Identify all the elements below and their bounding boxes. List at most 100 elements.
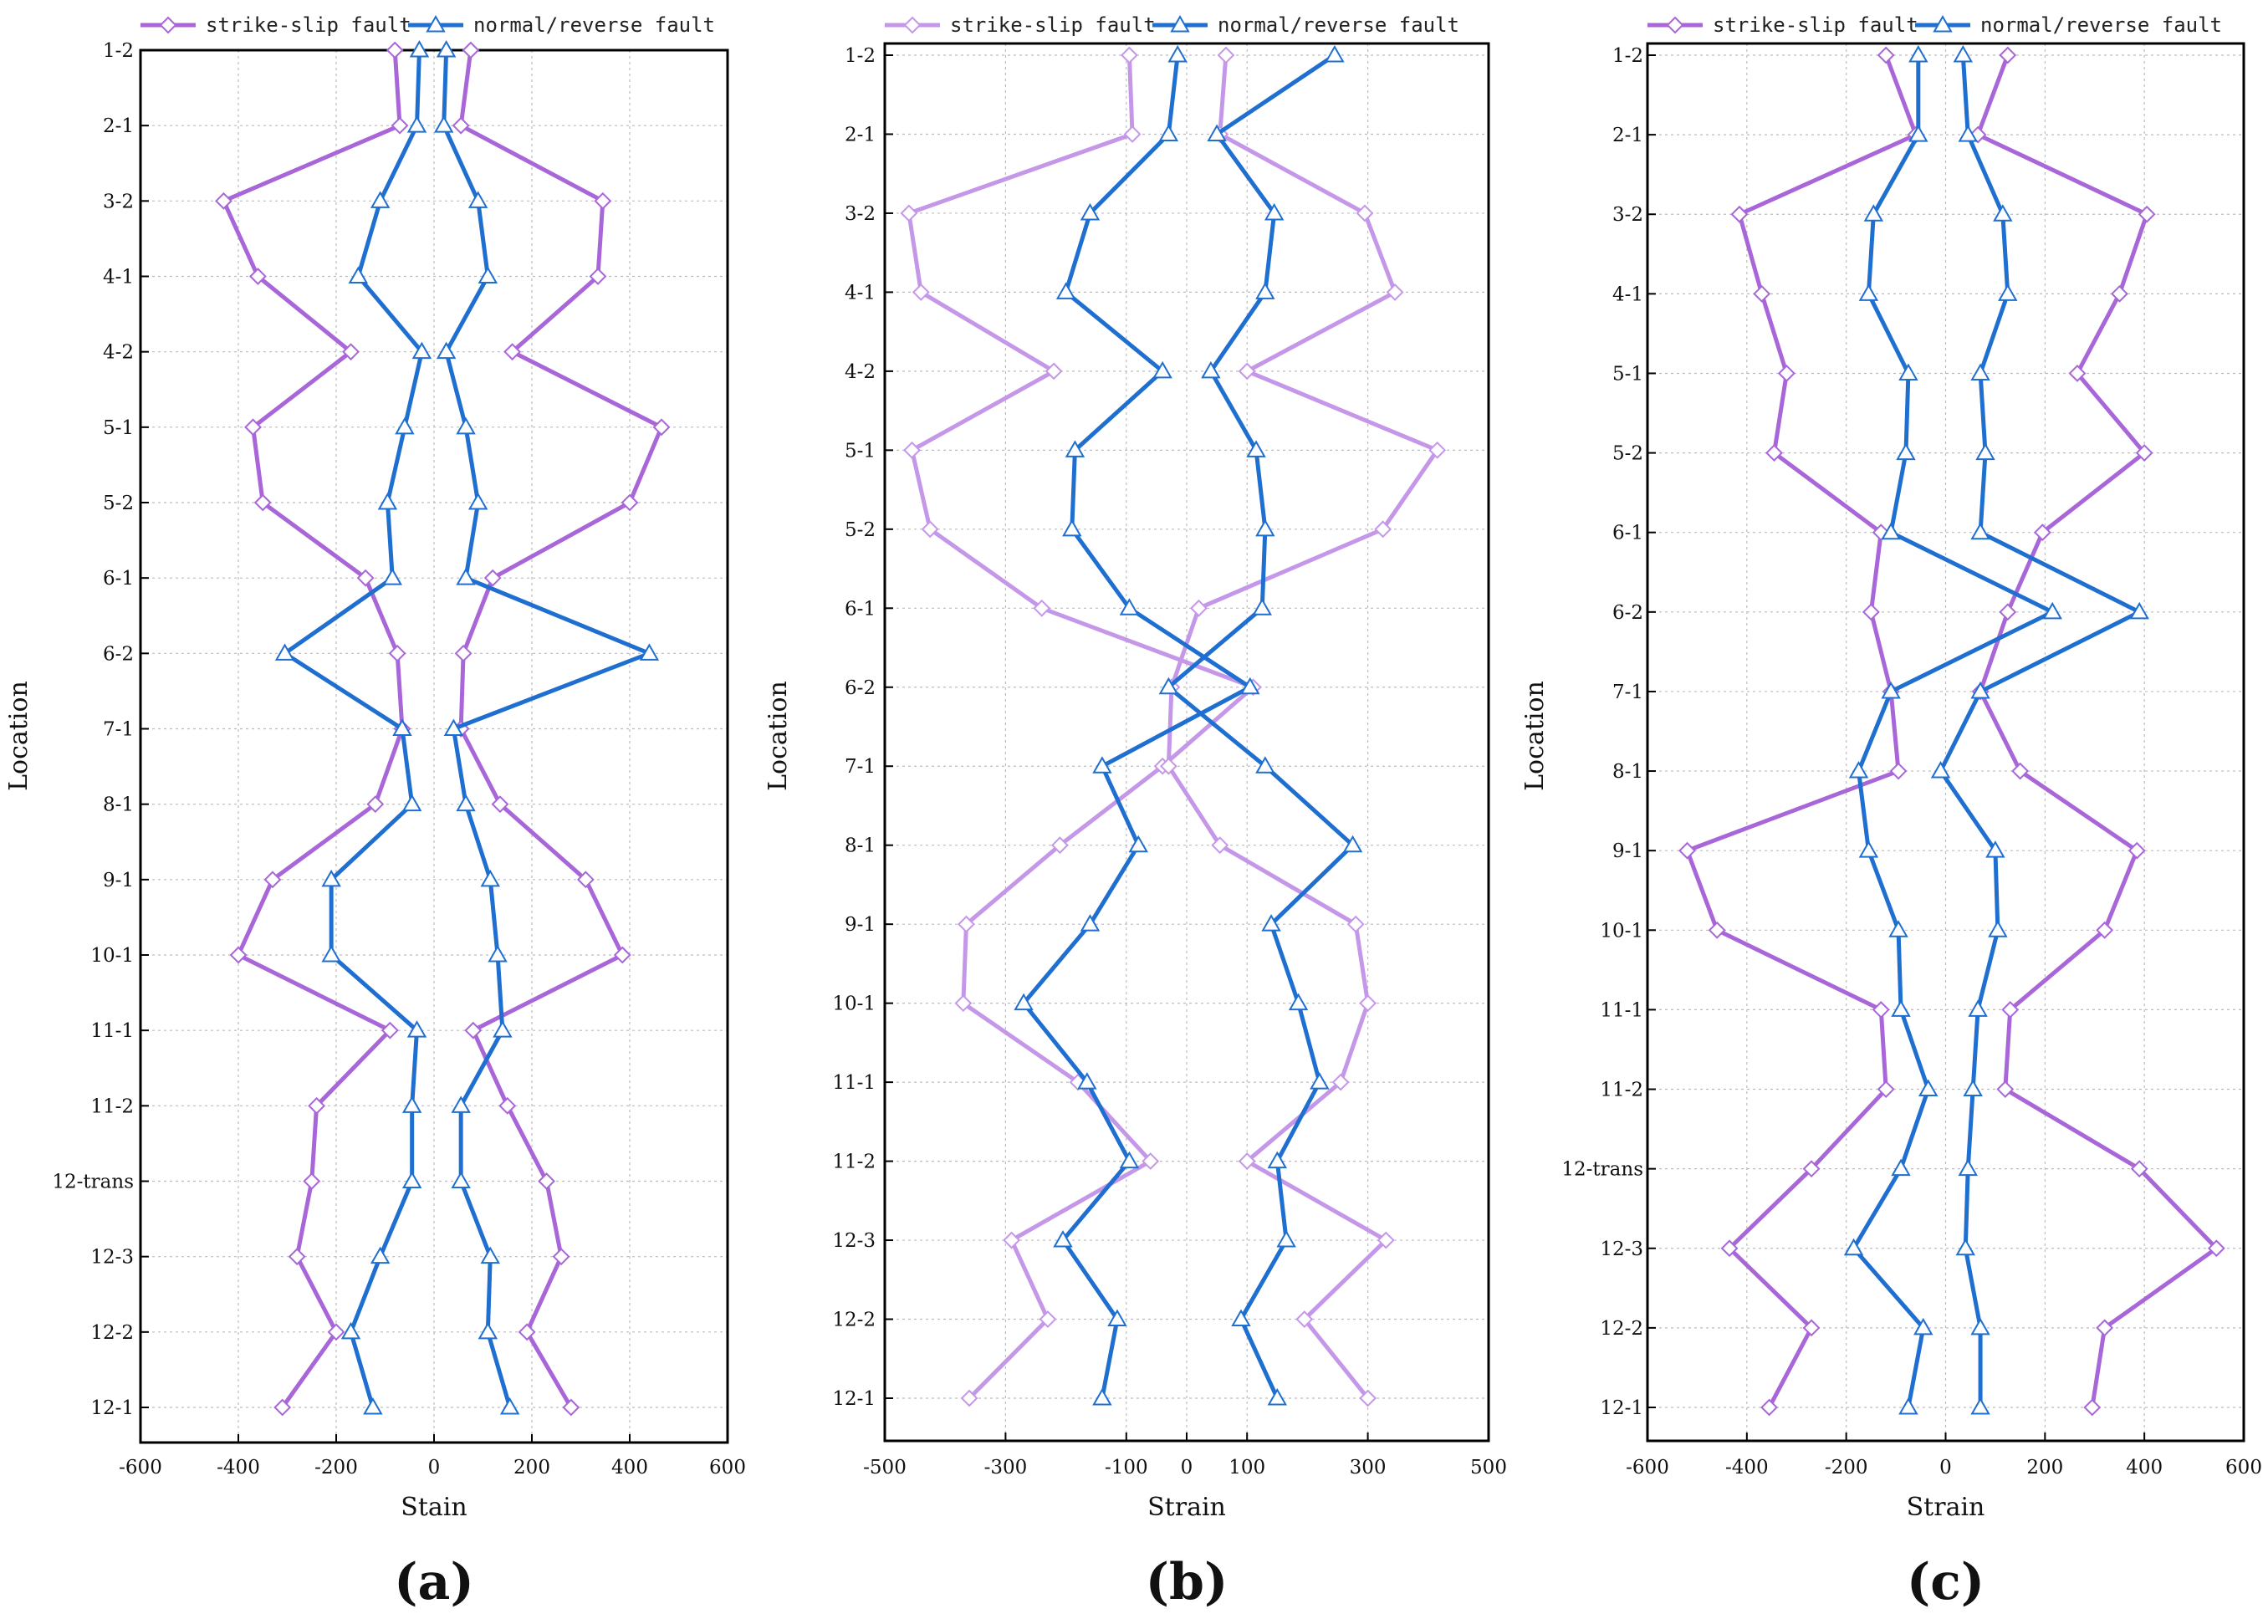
y-tick-label: 12-trans: [52, 1172, 134, 1193]
panel-label: (a): [394, 1553, 474, 1611]
data-point-diamond: [621, 493, 639, 512]
y-tick-label: 11-2: [832, 1152, 876, 1173]
data-point-triangle: [1918, 1079, 1939, 1097]
data-point-triangle: [1231, 1309, 1251, 1327]
data-point-triangle: [1888, 920, 1908, 937]
data-point-diamond: [2138, 205, 2156, 223]
data-point-triangle: [1128, 835, 1148, 853]
data-point-triangle: [456, 416, 476, 435]
y-tick-label: 5-1: [845, 440, 876, 462]
data-point-diamond: [342, 343, 360, 361]
series-strike-slip-right: [1159, 46, 1447, 1407]
data-point-triangle: [1848, 761, 1869, 779]
data-point-diamond: [386, 41, 404, 59]
y-tick-label: 6-1: [103, 568, 134, 590]
data-point-diamond: [900, 204, 918, 222]
series-strike-slip-left: [1678, 46, 1925, 1417]
data-point-triangle: [1898, 363, 1918, 380]
data-point-triangle: [1261, 914, 1281, 932]
data-point-triangle: [456, 794, 476, 812]
data-point-triangle: [433, 115, 454, 133]
data-point-diamond: [388, 644, 406, 662]
data-point-triangle: [1158, 677, 1179, 695]
data-point-diamond: [2083, 1398, 2102, 1417]
data-point-triangle: [467, 191, 488, 208]
data-point-triangle: [409, 39, 430, 58]
data-point-triangle: [1240, 677, 1260, 695]
legend: strike-slip fault normal/reverse fault: [140, 13, 715, 37]
y-tick-label: 12-3: [1600, 1238, 1643, 1260]
data-point-triangle: [1908, 125, 1928, 142]
y-tick-label: 9-1: [1612, 840, 1643, 862]
series-normal-reverse-right: [1158, 44, 1363, 1406]
data-point-triangle: [1970, 681, 1990, 699]
data-point-diamond: [1386, 283, 1404, 301]
x-tick-label: 400: [611, 1457, 648, 1478]
y-tick-label: 12-trans: [1561, 1159, 1643, 1181]
series-normal-reverse-left: [1843, 44, 2062, 1415]
data-point-diamond: [229, 946, 248, 964]
data-point-triangle: [1985, 840, 2005, 858]
data-point-diamond: [903, 441, 921, 459]
data-point-triangle: [1267, 1151, 1288, 1169]
data-point-triangle: [377, 492, 398, 510]
x-tick-label: -600: [1626, 1457, 1669, 1478]
data-point-diamond: [2135, 444, 2153, 462]
data-point-triangle: [451, 1171, 471, 1188]
data-point-diamond: [1123, 125, 1142, 143]
series-strike-slip-left: [900, 46, 1262, 1407]
data-point-diamond: [1765, 444, 1783, 462]
y-tick-label: 8-1: [845, 835, 876, 857]
data-point-triangle: [406, 1020, 427, 1038]
data-point-diamond: [327, 1323, 345, 1341]
data-point-triangle: [443, 718, 464, 736]
data-point-triangle: [1310, 1072, 1330, 1090]
legend-marker-triangle: [1933, 14, 1953, 33]
data-point-diamond: [538, 1172, 555, 1190]
x-tick-label: 400: [2126, 1457, 2163, 1478]
y-tick-label: 2-1: [103, 115, 134, 137]
y-axis-title: Location: [1520, 681, 1550, 791]
data-point-diamond: [215, 192, 232, 210]
data-point-diamond: [594, 192, 612, 210]
data-point-triangle: [493, 1020, 513, 1038]
data-point-diamond: [1428, 441, 1447, 459]
series-normal-reverse-left: [1014, 44, 1260, 1406]
data-point-diamond: [958, 915, 975, 933]
y-tick-label: 12-2: [90, 1322, 134, 1344]
data-point-triangle: [1963, 1079, 1983, 1097]
data-point-triangle: [1276, 1230, 1296, 1248]
data-point-triangle: [1255, 756, 1275, 774]
y-tick-label: 6-1: [1612, 523, 1643, 544]
data-point-triangle: [1970, 1317, 1990, 1335]
y-tick-label: 11-2: [1600, 1080, 1643, 1101]
data-point-triangle: [1342, 835, 1363, 853]
data-point-diamond: [1877, 1080, 1895, 1098]
panel-label: (b): [1146, 1553, 1228, 1611]
legend: strike-slip fault normal/reverse fault: [885, 13, 1459, 37]
data-point-triangle: [639, 643, 660, 661]
data-point-diamond: [960, 1389, 978, 1407]
data-point-triangle: [1896, 442, 1916, 461]
data-point-triangle: [1881, 681, 1901, 699]
series-line: [458, 49, 664, 1409]
data-point-triangle: [456, 568, 476, 585]
series-line: [1685, 54, 1918, 1409]
data-point-triangle: [436, 39, 457, 58]
chart-panel-0: -600 -400 -200 0 200 400 600 1-2 2-1 3-2 4-1 4-2 5-1…: [4, 13, 746, 1611]
data-point-triangle: [1092, 756, 1112, 774]
data-point-triangle: [1267, 1387, 1288, 1406]
y-tick-label: 4-1: [845, 282, 876, 304]
data-point-diamond: [2011, 762, 2030, 780]
data-point-diamond: [954, 994, 973, 1013]
data-point-diamond: [1877, 46, 1895, 64]
x-axis-title: Stain: [401, 1493, 467, 1522]
data-point-triangle: [1891, 999, 1911, 1017]
legend-marker-triangle: [426, 14, 446, 33]
data-point-diamond: [1238, 362, 1256, 380]
data-point-diamond: [391, 116, 409, 135]
legend-label-normal-reverse: normal/reverse fault: [1218, 13, 1459, 37]
data-point-diamond: [1374, 520, 1392, 539]
y-tick-label: 1-2: [845, 45, 876, 67]
data-point-triangle: [1152, 360, 1172, 379]
